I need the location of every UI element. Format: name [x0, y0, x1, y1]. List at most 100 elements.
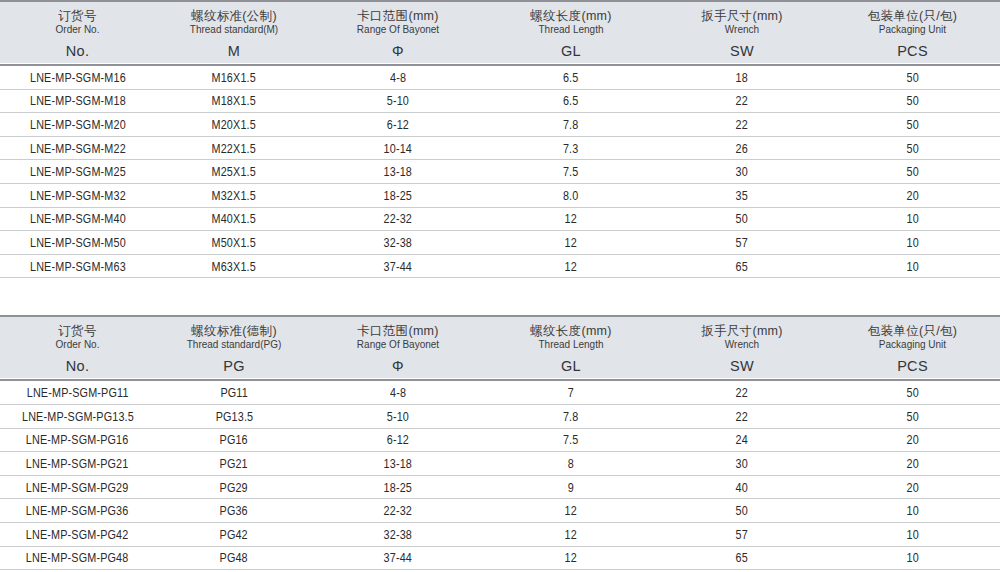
pg-thread-table: 订货号Order No.No.螺纹标准(德制)Thread standard(P…: [0, 315, 1000, 570]
metric-thread-table: 订货号Order No.No. 螺纹标准(公制)Thread standard(M…: [0, 0, 1000, 278]
cell-value: 7.8: [563, 409, 579, 424]
metric-table-body: LNE-MP-SGM-M16M16X1.54-86.51850LNE-MP-SG…: [0, 66, 1000, 278]
table-row: LNE-MP-SGM-M20M20X1.56-127.82250: [0, 113, 1000, 137]
cell-value: 24: [736, 432, 748, 447]
header-label-zh: 螺纹标准(德制): [191, 324, 277, 338]
cell-value: 10: [906, 235, 918, 250]
table-cell: M40X1.5: [155, 208, 313, 231]
table-cell: 30: [659, 452, 825, 475]
cell-value: 22: [736, 93, 748, 108]
cell-value: PG13.5: [215, 409, 253, 424]
table-cell: 6.5: [483, 90, 659, 113]
cell-value: 12: [565, 235, 577, 250]
order-no-cell: LNE-MP-SGM-M18: [0, 90, 155, 113]
header-cell: 螺纹长度(mm)Thread LengthGL: [483, 317, 659, 379]
spec-sheet-page: 订货号Order No.No. 螺纹标准(公制)Thread standard(M…: [0, 0, 1000, 572]
table-cell: PG42: [155, 523, 313, 546]
header-label-zh: 订货号: [58, 9, 96, 23]
header-label-zh: 螺纹标准(公制): [191, 9, 277, 23]
cell-value: 9: [568, 480, 574, 495]
table-cell: 10: [825, 255, 1000, 278]
cell-value: M18X1.5: [212, 93, 256, 108]
header-cell: 订货号Order No.No.: [0, 2, 155, 64]
order-no-cell: LNE-MP-SGM-M22: [0, 137, 155, 160]
header-code-label: SW: [730, 358, 754, 374]
order-no-cell: LNE-MP-SGM-M40: [0, 208, 155, 231]
table-cell: 50: [825, 66, 1000, 89]
table-cell: 50: [825, 113, 1000, 136]
table-cell: PG36: [155, 499, 313, 522]
header-code-label: Φ: [392, 43, 404, 59]
table-cell: 18: [659, 66, 825, 89]
table-cell: M32X1.5: [155, 184, 313, 207]
cell-value: LNE-MP-SGM-PG13.5: [22, 409, 134, 424]
table-cell: 57: [659, 523, 825, 546]
cell-value: LNE-MP-SGM-M50: [30, 235, 126, 250]
table-cell: 6-12: [313, 113, 483, 136]
table-cell: 8.0: [483, 184, 659, 207]
cell-value: 50: [906, 70, 918, 85]
table-cell: 37-44: [313, 547, 483, 570]
cell-value: 20: [906, 188, 918, 203]
cell-value: 13-18: [384, 164, 412, 179]
table-cell: 10: [825, 547, 1000, 570]
table-cell: 5-10: [313, 90, 483, 113]
header-cell: 卡口范围(mm)Range Of BayonetΦ: [313, 317, 483, 379]
cell-value: 65: [736, 259, 748, 274]
header-label-en: Range Of Bayonet: [357, 24, 439, 36]
cell-value: 22: [736, 385, 748, 400]
table-row: LNE-MP-SGM-PG42PG4232-38125710: [0, 523, 1000, 547]
order-no-cell: LNE-MP-SGM-PG36: [0, 499, 155, 522]
table-cell: 30: [659, 160, 825, 183]
cell-value: 7.3: [563, 141, 579, 156]
table-cell: 50: [659, 208, 825, 231]
pg-table-header: 订货号Order No.No.螺纹标准(德制)Thread standard(P…: [0, 315, 1000, 381]
table-cell: 7: [483, 381, 659, 404]
table-cell: 26: [659, 137, 825, 160]
table-cell: 32-38: [313, 523, 483, 546]
table-cell: 20: [825, 452, 1000, 475]
table-row: LNE-MP-SGM-M40M40X1.522-32125010: [0, 208, 1000, 232]
header-label-en: Packaging Unit: [879, 24, 946, 36]
cell-value: 35: [736, 188, 748, 203]
table-cell: 18-25: [313, 184, 483, 207]
header-code-label: PCS: [897, 358, 928, 374]
header-code-label: No.: [66, 43, 89, 59]
table-cell: 4-8: [313, 381, 483, 404]
cell-value: 32-38: [384, 527, 412, 542]
cell-value: LNE-MP-SGM-PG48: [26, 550, 129, 565]
cell-value: 30: [736, 164, 748, 179]
cell-value: 22-32: [384, 503, 412, 518]
table-cell: 7.5: [483, 429, 659, 452]
table-row: LNE-MP-SGM-M50M50X1.532-38125710: [0, 231, 1000, 255]
header-label-zh: 卡口范围(mm): [357, 9, 439, 23]
cell-value: LNE-MP-SGM-PG11: [27, 385, 129, 400]
header-code-label: Φ: [392, 358, 404, 374]
table-row: LNE-MP-SGM-M22M22X1.510-147.32650: [0, 137, 1000, 161]
header-code-label: GL: [561, 358, 581, 374]
cell-value: 18: [736, 70, 748, 85]
header-label-en: Thread Length: [538, 24, 603, 36]
cell-value: 4-8: [390, 385, 406, 400]
header-label-zh: 包装单位(只/包): [868, 9, 958, 23]
cell-value: PG36: [220, 503, 248, 518]
table-cell: M20X1.5: [155, 113, 313, 136]
table-cell: M50X1.5: [155, 231, 313, 254]
table-cell: 24: [659, 429, 825, 452]
cell-value: 20: [906, 456, 918, 471]
cell-value: 65: [736, 550, 748, 565]
order-no-cell: LNE-MP-SGM-PG13.5: [0, 405, 155, 428]
table-cell: 4-8: [313, 66, 483, 89]
header-label-en: Thread standard(M): [190, 24, 278, 36]
order-no-cell: LNE-MP-SGM-PG16: [0, 429, 155, 452]
table-cell: 7.8: [483, 113, 659, 136]
table-cell: 10-14: [313, 137, 483, 160]
table-row: LNE-MP-SGM-PG48PG4837-44126510: [0, 547, 1000, 571]
cell-value: 50: [906, 164, 918, 179]
table-cell: 10: [825, 499, 1000, 522]
table-cell: 18-25: [313, 476, 483, 499]
order-no-cell: LNE-MP-SGM-M25: [0, 160, 155, 183]
header-cell: 包装单位(只/包)Packaging UnitPCS: [825, 317, 1000, 379]
cell-value: 18-25: [384, 480, 412, 495]
table-cell: 50: [825, 381, 1000, 404]
